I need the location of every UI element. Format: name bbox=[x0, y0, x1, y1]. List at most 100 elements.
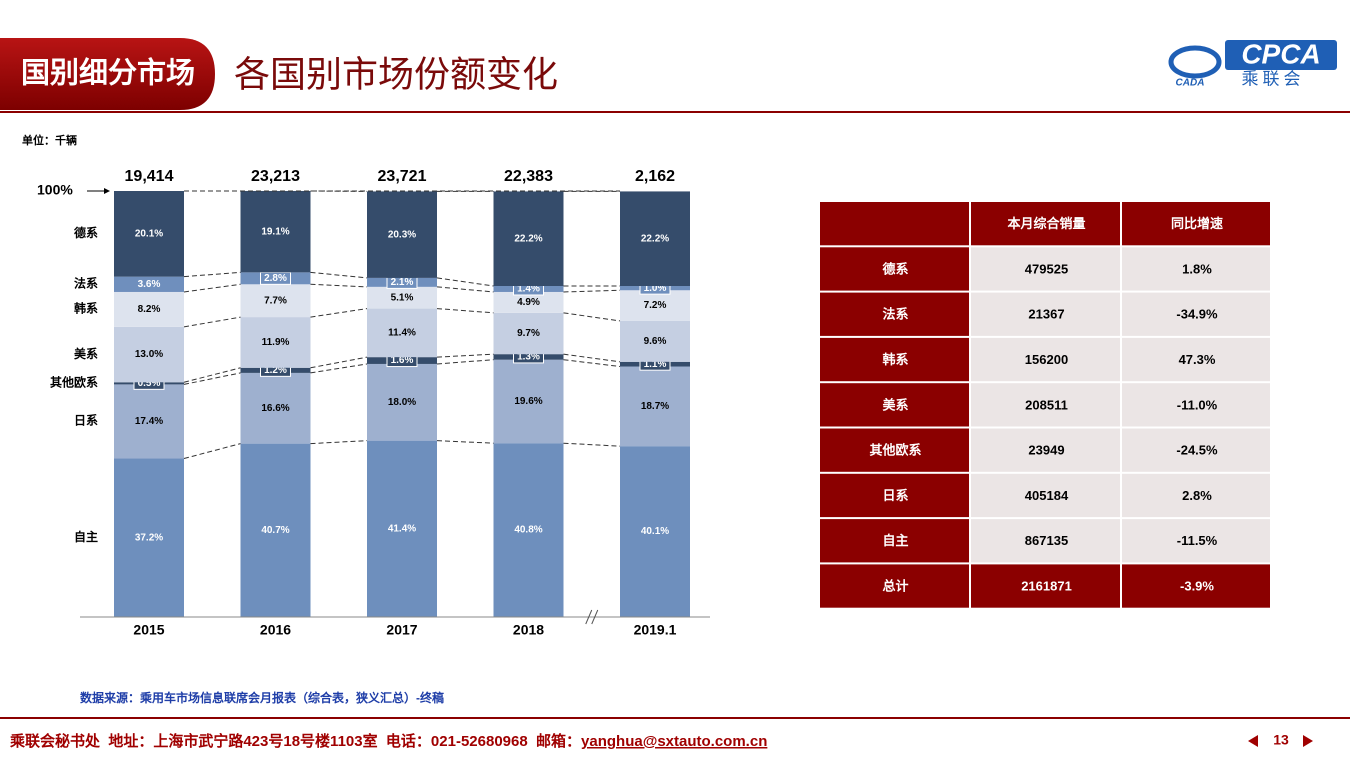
segment-label: 2.1% bbox=[391, 277, 414, 288]
slide-title: 各国别市场份额变化 bbox=[234, 54, 558, 95]
series-label: 法系 bbox=[74, 275, 98, 290]
connector bbox=[184, 272, 241, 276]
x-tick-label: 2018 bbox=[513, 622, 544, 638]
total-label: 23,213 bbox=[251, 168, 300, 185]
section-title: 国别细分市场 bbox=[21, 56, 195, 90]
cell-text: -24.5% bbox=[1176, 443, 1218, 458]
cell-text: 日系 bbox=[882, 488, 908, 503]
cell-text: 本月综合销量 bbox=[1007, 216, 1085, 231]
connector bbox=[437, 354, 494, 357]
cell-text: 同比增速 bbox=[1171, 216, 1223, 231]
cell-text: 法系 bbox=[882, 307, 908, 322]
connector bbox=[564, 443, 621, 446]
total-label: 19,414 bbox=[125, 168, 174, 185]
cell-text: 1.8% bbox=[1182, 261, 1212, 276]
y-tick-label: 100% bbox=[37, 182, 73, 198]
next-arrow[interactable] bbox=[1303, 735, 1313, 747]
connector bbox=[184, 373, 241, 385]
segment-label: 8.2% bbox=[138, 304, 161, 315]
segment-label: 37.2% bbox=[135, 532, 163, 543]
segment-label: 9.6% bbox=[644, 336, 667, 347]
cell-text: 156200 bbox=[1025, 352, 1068, 367]
footer-email: yanghua@sxtauto.com.cn bbox=[581, 733, 767, 750]
footer-contact: 乘联会秘书处 地址：上海市武宁路423号18号楼1103室 电话：021-526… bbox=[9, 732, 767, 750]
cell-text: 自主 bbox=[882, 533, 908, 548]
cell-text: 47.3% bbox=[1179, 352, 1216, 367]
cell-text: 美系 bbox=[882, 397, 908, 412]
segment-label: 20.1% bbox=[135, 228, 163, 239]
series-label: 自主 bbox=[74, 529, 98, 544]
connector bbox=[437, 278, 494, 286]
total-label: 2,162 bbox=[635, 168, 675, 185]
page-number: 13 bbox=[1273, 732, 1289, 748]
cell-text: -11.0% bbox=[1177, 397, 1218, 412]
total-label: 23,721 bbox=[378, 168, 427, 185]
logo-ring bbox=[1171, 48, 1219, 76]
connector bbox=[311, 272, 368, 278]
segment-label: 11.9% bbox=[262, 337, 290, 348]
segment-label: 40.1% bbox=[641, 526, 669, 537]
series-label: 美系 bbox=[74, 346, 98, 361]
segment-label: 4.9% bbox=[517, 297, 540, 308]
connector bbox=[437, 441, 494, 444]
connector bbox=[437, 309, 494, 313]
prev-arrow[interactable] bbox=[1248, 735, 1258, 747]
cell-text: -11.5% bbox=[1177, 533, 1218, 548]
segment-label: 18.0% bbox=[388, 397, 416, 408]
connector bbox=[311, 441, 368, 444]
cell-text: 韩系 bbox=[882, 352, 908, 367]
segment-label: 2.8% bbox=[264, 273, 287, 284]
cell-text: 479525 bbox=[1025, 261, 1068, 276]
segment-label: 18.7% bbox=[641, 401, 669, 412]
x-tick-label: 2017 bbox=[386, 622, 417, 638]
segment-label: 40.7% bbox=[261, 525, 289, 536]
cell-text: 其他欧系 bbox=[869, 443, 921, 458]
segment-label: 13.0% bbox=[135, 349, 163, 360]
cell-text: -34.9% bbox=[1176, 307, 1218, 322]
cell-text: 2161871 bbox=[1021, 578, 1072, 593]
x-tick-label: 2016 bbox=[260, 622, 291, 638]
segment-label: 7.7% bbox=[264, 295, 287, 306]
segment-label: 22.2% bbox=[641, 233, 669, 244]
connector bbox=[311, 357, 368, 368]
source-note: 数据来源：乘用车市场信息联席会月报表（综合表，狭义汇总）-终稿 bbox=[80, 690, 444, 705]
segment-label: 22.2% bbox=[514, 233, 542, 244]
x-tick-label: 2019.1 bbox=[634, 622, 677, 638]
segment-label: 5.1% bbox=[391, 292, 414, 303]
connector bbox=[311, 309, 368, 318]
cell-text: 23949 bbox=[1028, 443, 1064, 458]
cell-text: 德系 bbox=[882, 261, 908, 276]
cell-text: 2.8% bbox=[1182, 488, 1212, 503]
segment-label: 7.2% bbox=[644, 300, 667, 311]
connector bbox=[184, 444, 241, 459]
segment-label: 11.4% bbox=[388, 327, 416, 338]
segment-label: 41.4% bbox=[388, 523, 416, 534]
logo-left: CADA bbox=[1176, 78, 1205, 89]
segment-label: 19.1% bbox=[261, 226, 289, 237]
cell-text: 867135 bbox=[1025, 533, 1068, 548]
cell-text: -3.9% bbox=[1180, 578, 1214, 593]
connector bbox=[564, 290, 621, 292]
cell-text: 21367 bbox=[1028, 307, 1064, 322]
segment-label: 9.7% bbox=[517, 328, 540, 339]
segment-label: 19.6% bbox=[514, 396, 542, 407]
connector bbox=[437, 287, 494, 292]
segment-label: 20.3% bbox=[388, 229, 416, 240]
series-label: 德系 bbox=[74, 225, 98, 240]
segment-label: 40.8% bbox=[514, 525, 542, 536]
connector bbox=[564, 313, 621, 321]
segment-label: 3.6% bbox=[138, 279, 161, 290]
x-tick-label: 2015 bbox=[133, 622, 164, 638]
cell-text: 208511 bbox=[1025, 397, 1068, 412]
connector bbox=[311, 284, 368, 287]
cell-text: 总计 bbox=[882, 578, 908, 593]
segment-label: 16.6% bbox=[261, 403, 289, 414]
footer-contact-text: 乘联会秘书处 地址：上海市武宁路423号18号楼1103室 电话：021-526… bbox=[9, 732, 581, 750]
unit-label: 单位：千辆 bbox=[22, 133, 77, 147]
tick-arrowhead bbox=[104, 188, 110, 194]
connector bbox=[311, 364, 368, 373]
logo-main: CPCA bbox=[1241, 38, 1320, 69]
